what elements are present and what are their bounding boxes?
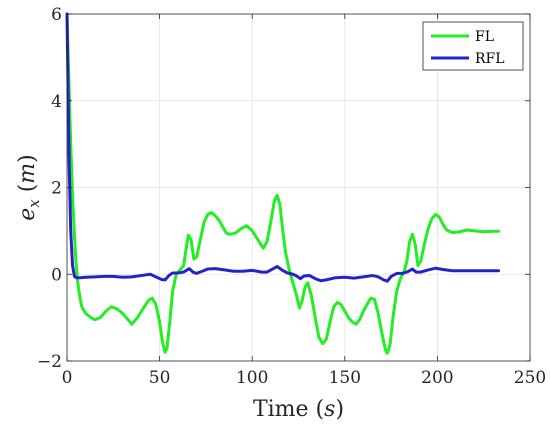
x-axis-unit-open: ( <box>316 397 325 422</box>
y-tick-label: 6 <box>51 5 62 25</box>
y-axis-title: ex (m) <box>15 154 43 221</box>
x-tick-labels: 0 50 100 150 200 250 <box>62 368 547 388</box>
y-tick-label: 0 <box>51 265 62 285</box>
legend: FL RFL <box>422 21 524 71</box>
x-tick-label: 100 <box>236 368 268 388</box>
x-axis-title: Time (s) <box>253 397 344 422</box>
x-axis-unit: s <box>324 397 335 422</box>
x-axis-label: Time <box>253 397 309 422</box>
series-lines <box>65 12 501 355</box>
y-axis-unit: m <box>15 163 40 184</box>
x-tick-label: 250 <box>514 368 546 388</box>
series-line-fl <box>65 12 501 355</box>
x-tick-label: 0 <box>62 368 73 388</box>
y-axis-unit-close: ) <box>15 154 40 163</box>
series-line-rfl <box>65 12 501 283</box>
x-tick-label: 50 <box>149 368 171 388</box>
y-axis-symbol: e <box>15 208 40 221</box>
y-tick-label: 2 <box>51 179 62 199</box>
x-axis-unit-close: ) <box>335 397 344 422</box>
legend-box <box>422 21 524 71</box>
y-tick-label: −2 <box>37 352 62 372</box>
y-tick-labels: −2 0 2 4 6 <box>37 5 62 372</box>
legend-label-rfl: RFL <box>475 51 505 67</box>
y-axis-subscript: x <box>25 199 43 208</box>
x-tick-label: 200 <box>421 368 453 388</box>
legend-label-fl: FL <box>475 29 494 45</box>
y-tick-label: 4 <box>51 92 62 112</box>
grid <box>67 14 530 361</box>
y-axis-unit-open: ( <box>15 184 40 200</box>
axis-ticks <box>66 13 531 362</box>
x-tick-label: 150 <box>329 368 361 388</box>
